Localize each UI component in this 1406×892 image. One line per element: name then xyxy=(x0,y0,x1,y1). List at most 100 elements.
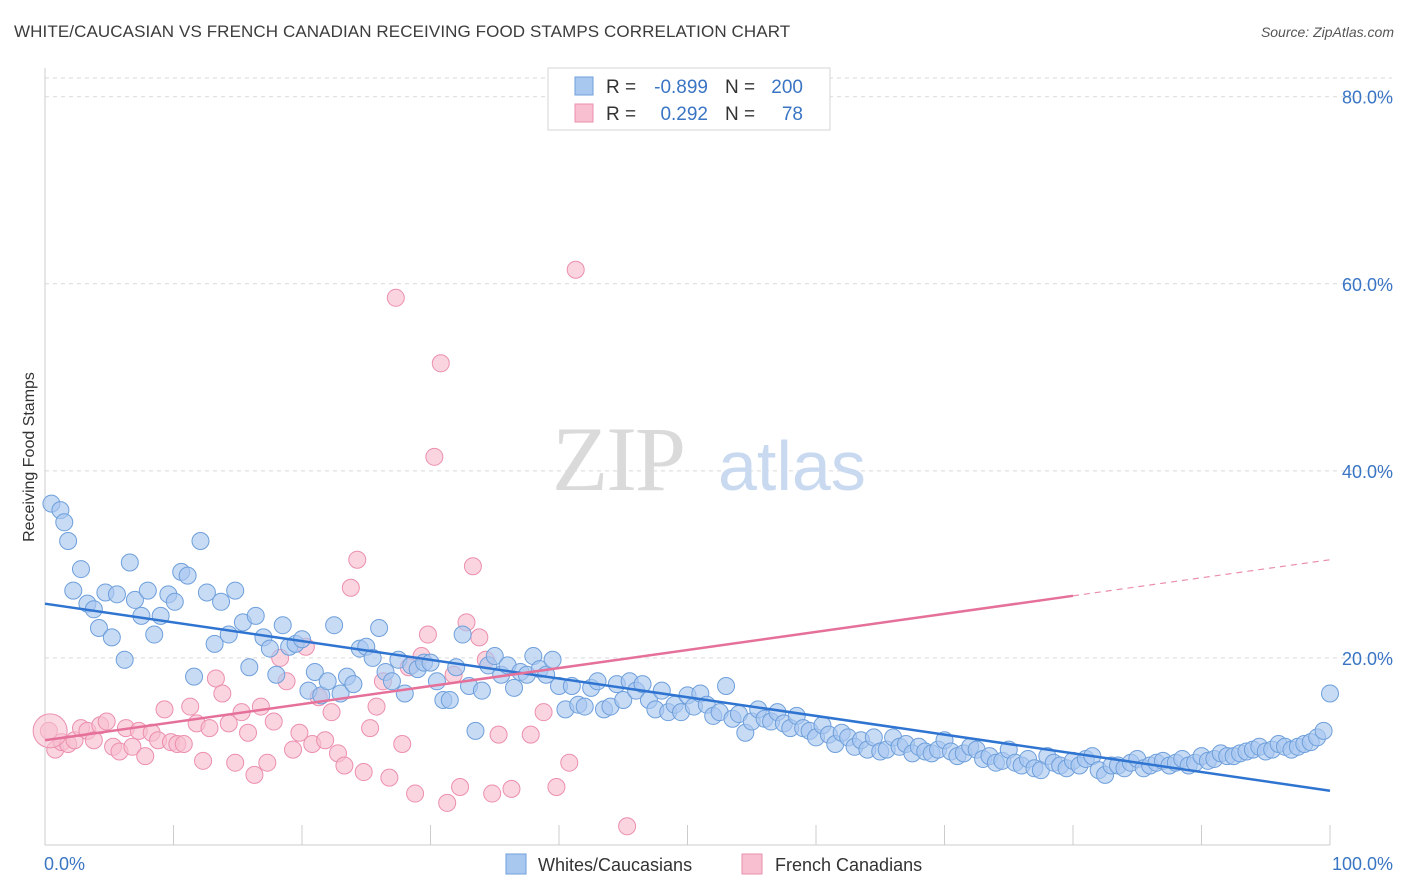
point-whites-caucasians xyxy=(55,513,74,532)
trend-lines xyxy=(44,559,1331,792)
trend-line xyxy=(44,602,1331,792)
point-french-canadians xyxy=(483,784,502,803)
point-french-canadians xyxy=(341,578,360,597)
point-whites-caucasians xyxy=(717,676,736,695)
point-french-canadians xyxy=(136,747,155,766)
point-french-canadians xyxy=(335,756,354,775)
point-whites-caucasians xyxy=(145,625,164,644)
point-french-canadians-cluster xyxy=(32,713,68,749)
point-french-canadians xyxy=(534,703,553,722)
point-whites-caucasians xyxy=(382,672,401,691)
bottom-legend-swatch-blue xyxy=(505,853,527,875)
point-french-canadians xyxy=(393,734,412,753)
point-whites-caucasians xyxy=(633,675,652,694)
point-whites-caucasians xyxy=(102,628,121,647)
point-whites-caucasians xyxy=(205,634,224,653)
point-whites-caucasians xyxy=(138,581,157,600)
x-tick-label: 0.0% xyxy=(44,854,85,874)
point-french-canadians xyxy=(239,723,258,742)
legend-box xyxy=(547,67,831,131)
point-french-canadians xyxy=(251,697,270,716)
watermark: ZIP atlas xyxy=(552,408,866,510)
point-french-canadians xyxy=(213,684,232,703)
point-french-canadians xyxy=(97,712,116,731)
point-whites-caucasians xyxy=(89,618,108,637)
point-whites-caucasians xyxy=(59,532,78,551)
axes xyxy=(44,68,1331,846)
point-french-canadians xyxy=(521,725,540,744)
point-whites-caucasians xyxy=(575,697,594,716)
point-whites-caucasians xyxy=(652,681,671,700)
point-whites-caucasians xyxy=(273,616,292,635)
watermark-atlas: atlas xyxy=(718,427,866,505)
point-whites-caucasians xyxy=(363,648,382,667)
legend-r-value: 0.292 xyxy=(660,104,708,125)
point-whites-caucasians xyxy=(64,581,83,600)
point-whites-caucasians xyxy=(125,590,144,609)
point-whites-caucasians xyxy=(185,667,204,686)
point-french-canadians xyxy=(316,731,335,750)
point-french-canadians xyxy=(566,260,585,279)
point-french-canadians xyxy=(431,354,450,373)
legend-n-value: 200 xyxy=(771,77,803,98)
point-whites-caucasians xyxy=(614,691,633,710)
y-tick-label: 60.0% xyxy=(1342,275,1393,295)
point-whites-caucasians xyxy=(1314,721,1333,740)
point-whites-caucasians xyxy=(485,647,504,666)
point-whites-caucasians xyxy=(543,650,562,669)
point-french-canadians xyxy=(258,753,277,772)
point-whites-caucasians xyxy=(318,672,337,691)
point-whites-caucasians xyxy=(344,675,363,694)
series-whites-caucasians xyxy=(42,494,1339,784)
point-french-canadians xyxy=(406,784,425,803)
point-french-canadians xyxy=(226,753,245,772)
point-whites-caucasians xyxy=(260,639,279,658)
bottom-legend-label: French Canadians xyxy=(775,855,922,875)
legend-n-label: N = xyxy=(725,104,755,125)
point-whites-caucasians xyxy=(588,672,607,691)
point-french-canadians xyxy=(194,751,213,770)
point-whites-caucasians xyxy=(71,560,90,579)
point-french-canadians xyxy=(354,763,373,782)
point-french-canadians xyxy=(380,768,399,787)
point-whites-caucasians xyxy=(453,625,472,644)
point-whites-caucasians xyxy=(466,721,485,740)
legend: R = -0.899 N = 200 R = 0.292 N = 78 xyxy=(547,67,831,131)
point-french-canadians xyxy=(425,447,444,466)
legend-n-label: N = xyxy=(725,77,755,98)
point-french-canadians xyxy=(206,669,225,688)
point-french-canadians xyxy=(547,778,566,797)
point-whites-caucasians xyxy=(191,532,210,551)
point-french-canadians xyxy=(348,550,367,569)
point-french-canadians xyxy=(322,703,341,722)
y-tick-label: 20.0% xyxy=(1342,649,1393,669)
point-french-canadians xyxy=(489,725,508,744)
legend-n-value: 78 xyxy=(782,104,803,125)
legend-r-label: R = xyxy=(606,77,636,98)
x-tick-label: 100.0% xyxy=(1332,854,1393,874)
y-axis-label: Receiving Food Stamps xyxy=(21,372,38,542)
point-french-canadians xyxy=(451,778,470,797)
point-whites-caucasians xyxy=(120,553,139,572)
point-whites-caucasians xyxy=(472,681,491,700)
legend-r-label: R = xyxy=(606,104,636,125)
point-french-canadians xyxy=(174,734,193,753)
legend-r-value: -0.899 xyxy=(654,77,708,98)
point-whites-caucasians xyxy=(226,581,245,600)
chart-title: WHITE/CAUCASIAN VS FRENCH CANADIAN RECEI… xyxy=(14,22,791,41)
point-french-canadians xyxy=(386,288,405,307)
legend-swatch-pink xyxy=(574,103,594,123)
point-french-canadians xyxy=(560,753,579,772)
point-french-canadians xyxy=(438,793,457,812)
trend-line xyxy=(44,594,1074,742)
point-french-canadians xyxy=(361,719,380,738)
point-french-canadians xyxy=(284,740,303,759)
point-french-canadians xyxy=(367,697,386,716)
point-whites-caucasians xyxy=(1321,684,1339,703)
bottom-legend: Whites/Caucasians French Canadians xyxy=(505,853,922,875)
point-whites-caucasians xyxy=(267,665,286,684)
trend-line-extension xyxy=(1072,559,1331,597)
point-whites-caucasians xyxy=(165,592,184,611)
bottom-legend-label: Whites/Caucasians xyxy=(538,855,692,875)
point-whites-caucasians xyxy=(440,691,459,710)
